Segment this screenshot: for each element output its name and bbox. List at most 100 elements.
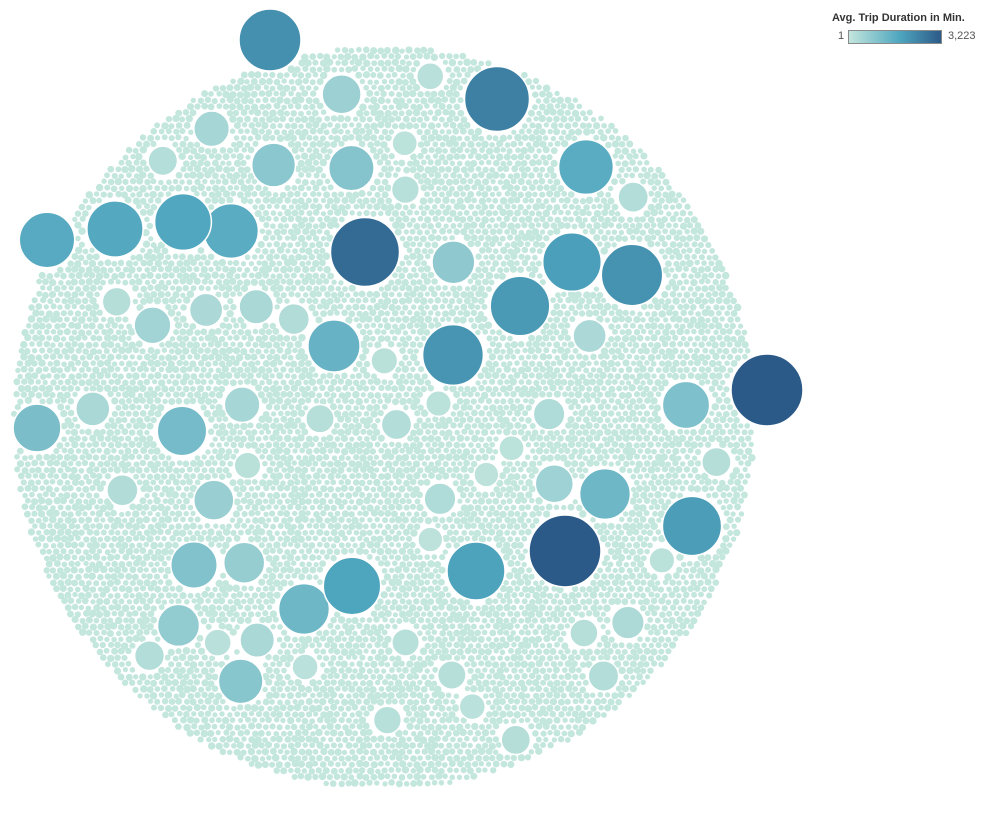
background-bubble <box>285 248 291 254</box>
background-bubble <box>672 334 679 341</box>
background-bubble <box>301 553 308 561</box>
background-bubble <box>327 511 334 517</box>
background-bubble <box>126 323 133 330</box>
background-bubble <box>647 329 654 335</box>
background-bubble <box>186 290 195 299</box>
background-bubble <box>472 210 479 217</box>
background-bubble <box>640 428 647 436</box>
background-bubble <box>470 398 477 405</box>
background-bubble <box>521 259 529 267</box>
background-bubble <box>220 173 226 180</box>
background-bubble <box>669 290 677 298</box>
background-bubble <box>168 397 176 406</box>
background-bubble <box>399 373 406 380</box>
background-bubble <box>515 549 521 555</box>
background-bubble <box>20 353 28 361</box>
background-bubble <box>395 166 401 173</box>
background-bubble <box>366 290 374 298</box>
background-bubble <box>373 79 380 85</box>
background-bubble <box>158 379 166 387</box>
background-bubble <box>308 366 316 373</box>
background-bubble <box>409 341 417 348</box>
background-bubble <box>683 466 691 473</box>
background-bubble <box>459 52 467 60</box>
background-bubble <box>450 285 457 292</box>
background-bubble <box>262 186 269 192</box>
background-bubble <box>401 340 409 348</box>
background-bubble <box>70 541 79 549</box>
background-bubble <box>309 517 315 524</box>
background-bubble <box>384 509 392 517</box>
background-bubble <box>421 461 428 467</box>
background-bubble <box>337 303 344 310</box>
background-bubble <box>384 59 392 67</box>
background-bubble <box>402 466 410 474</box>
background-bubble <box>500 147 507 153</box>
background-bubble <box>182 335 190 342</box>
background-bubble <box>240 322 247 330</box>
background-bubble <box>147 510 153 517</box>
background-bubble <box>194 152 202 160</box>
background-bubble <box>270 223 276 230</box>
background-bubble <box>322 252 331 261</box>
background-bubble <box>547 429 554 437</box>
background-bubble <box>100 353 107 360</box>
background-bubble <box>53 459 60 467</box>
background-bubble <box>281 530 287 536</box>
background-bubble <box>562 216 568 222</box>
background-bubble <box>290 85 297 92</box>
background-bubble <box>290 548 297 555</box>
background-bubble <box>401 453 410 462</box>
background-bubble <box>56 453 64 461</box>
background-bubble <box>399 310 405 316</box>
background-bubble <box>567 290 576 299</box>
background-bubble <box>294 441 302 449</box>
background-bubble <box>388 53 395 60</box>
background-bubble <box>366 429 373 436</box>
background-bubble <box>406 209 413 216</box>
background-bubble <box>139 422 147 430</box>
background-bubble <box>679 260 687 267</box>
background-bubble <box>310 90 317 97</box>
background-bubble <box>320 373 327 380</box>
background-bubble <box>442 523 449 531</box>
background-bubble <box>240 284 249 293</box>
background-bubble <box>730 536 737 542</box>
background-bubble <box>96 360 105 368</box>
background-bubble <box>439 227 447 235</box>
background-bubble <box>169 373 175 379</box>
background-bubble <box>593 385 601 393</box>
background-bubble <box>312 147 320 155</box>
background-bubble <box>243 90 251 99</box>
background-bubble <box>309 479 317 486</box>
background-bubble <box>42 291 49 299</box>
background-bubble <box>362 297 369 304</box>
background-bubble <box>529 210 536 217</box>
background-bubble <box>661 291 669 299</box>
background-bubble <box>427 447 435 455</box>
background-bubble <box>586 459 594 467</box>
background-bubble <box>68 560 75 567</box>
background-bubble <box>374 66 381 72</box>
background-bubble <box>78 479 85 487</box>
background-bubble <box>531 466 539 475</box>
background-bubble <box>413 348 419 354</box>
background-bubble <box>262 196 270 204</box>
background-bubble <box>419 322 428 330</box>
background-bubble <box>204 160 211 167</box>
background-bubble <box>723 334 731 343</box>
background-bubble <box>672 297 680 305</box>
background-bubble <box>550 434 557 441</box>
background-bubble <box>449 96 456 104</box>
background-bubble <box>481 190 489 198</box>
background-bubble <box>503 266 510 273</box>
background-bubble <box>312 71 319 78</box>
background-bubble <box>306 110 312 116</box>
background-bubble <box>151 454 158 462</box>
background-bubble <box>535 233 543 242</box>
background-bubble <box>647 303 654 310</box>
background-bubble <box>90 523 96 529</box>
background-bubble <box>209 442 215 448</box>
background-bubble <box>280 265 288 274</box>
background-bubble <box>500 348 506 355</box>
